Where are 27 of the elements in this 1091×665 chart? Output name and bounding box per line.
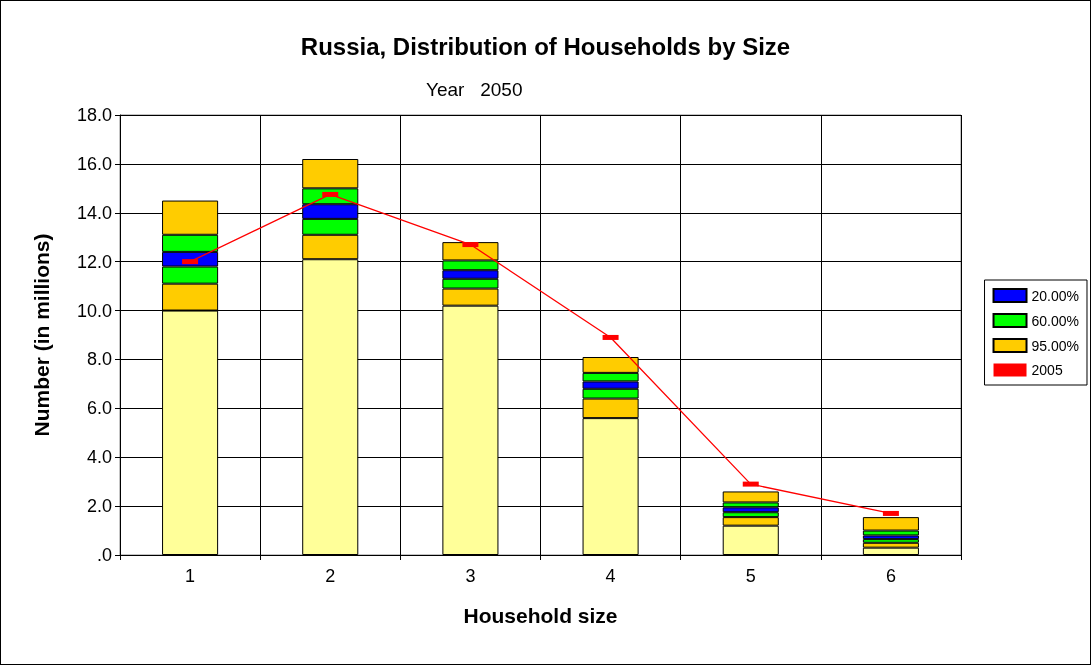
chart-subtitle: Year 2050: [426, 79, 523, 100]
y-tick-label: 18.0: [76, 105, 112, 125]
x-tick-label: 1: [185, 566, 196, 586]
y-axis-title: Number (in millions): [30, 233, 53, 437]
bar: [722, 491, 779, 503]
x-tick-label: 6: [885, 566, 896, 586]
y-tick-label: 2.0: [86, 496, 112, 517]
x-tick-label: 4: [605, 566, 616, 586]
y-tick-label: 4.0: [86, 447, 112, 468]
x-tick-label: 2: [325, 566, 336, 586]
y-tick-label: 8.0: [86, 349, 112, 370]
legend-label: 20.00%: [1031, 287, 1079, 304]
chart-title: Russia, Distribution of Households by Size: [300, 32, 791, 60]
y-tick-label: 10.0: [76, 300, 112, 321]
x-tick-label: 3: [465, 566, 476, 586]
y-tick-label: 12.0: [76, 251, 112, 272]
x-axis-title: Household size: [463, 604, 618, 627]
legend-label: 2005: [1031, 362, 1063, 378]
legend-label: 60.00%: [1031, 312, 1079, 329]
x-tick-label: 5: [745, 566, 756, 586]
y-tick-label: 14.0: [76, 202, 112, 223]
legend-label: 95.00%: [1031, 337, 1079, 354]
y-tick-label: 16.0: [76, 153, 112, 174]
bar: [862, 547, 919, 555]
y-tick-label: .0: [96, 545, 112, 565]
bar: [722, 507, 779, 513]
y-tick-label: 6.0: [86, 398, 112, 419]
